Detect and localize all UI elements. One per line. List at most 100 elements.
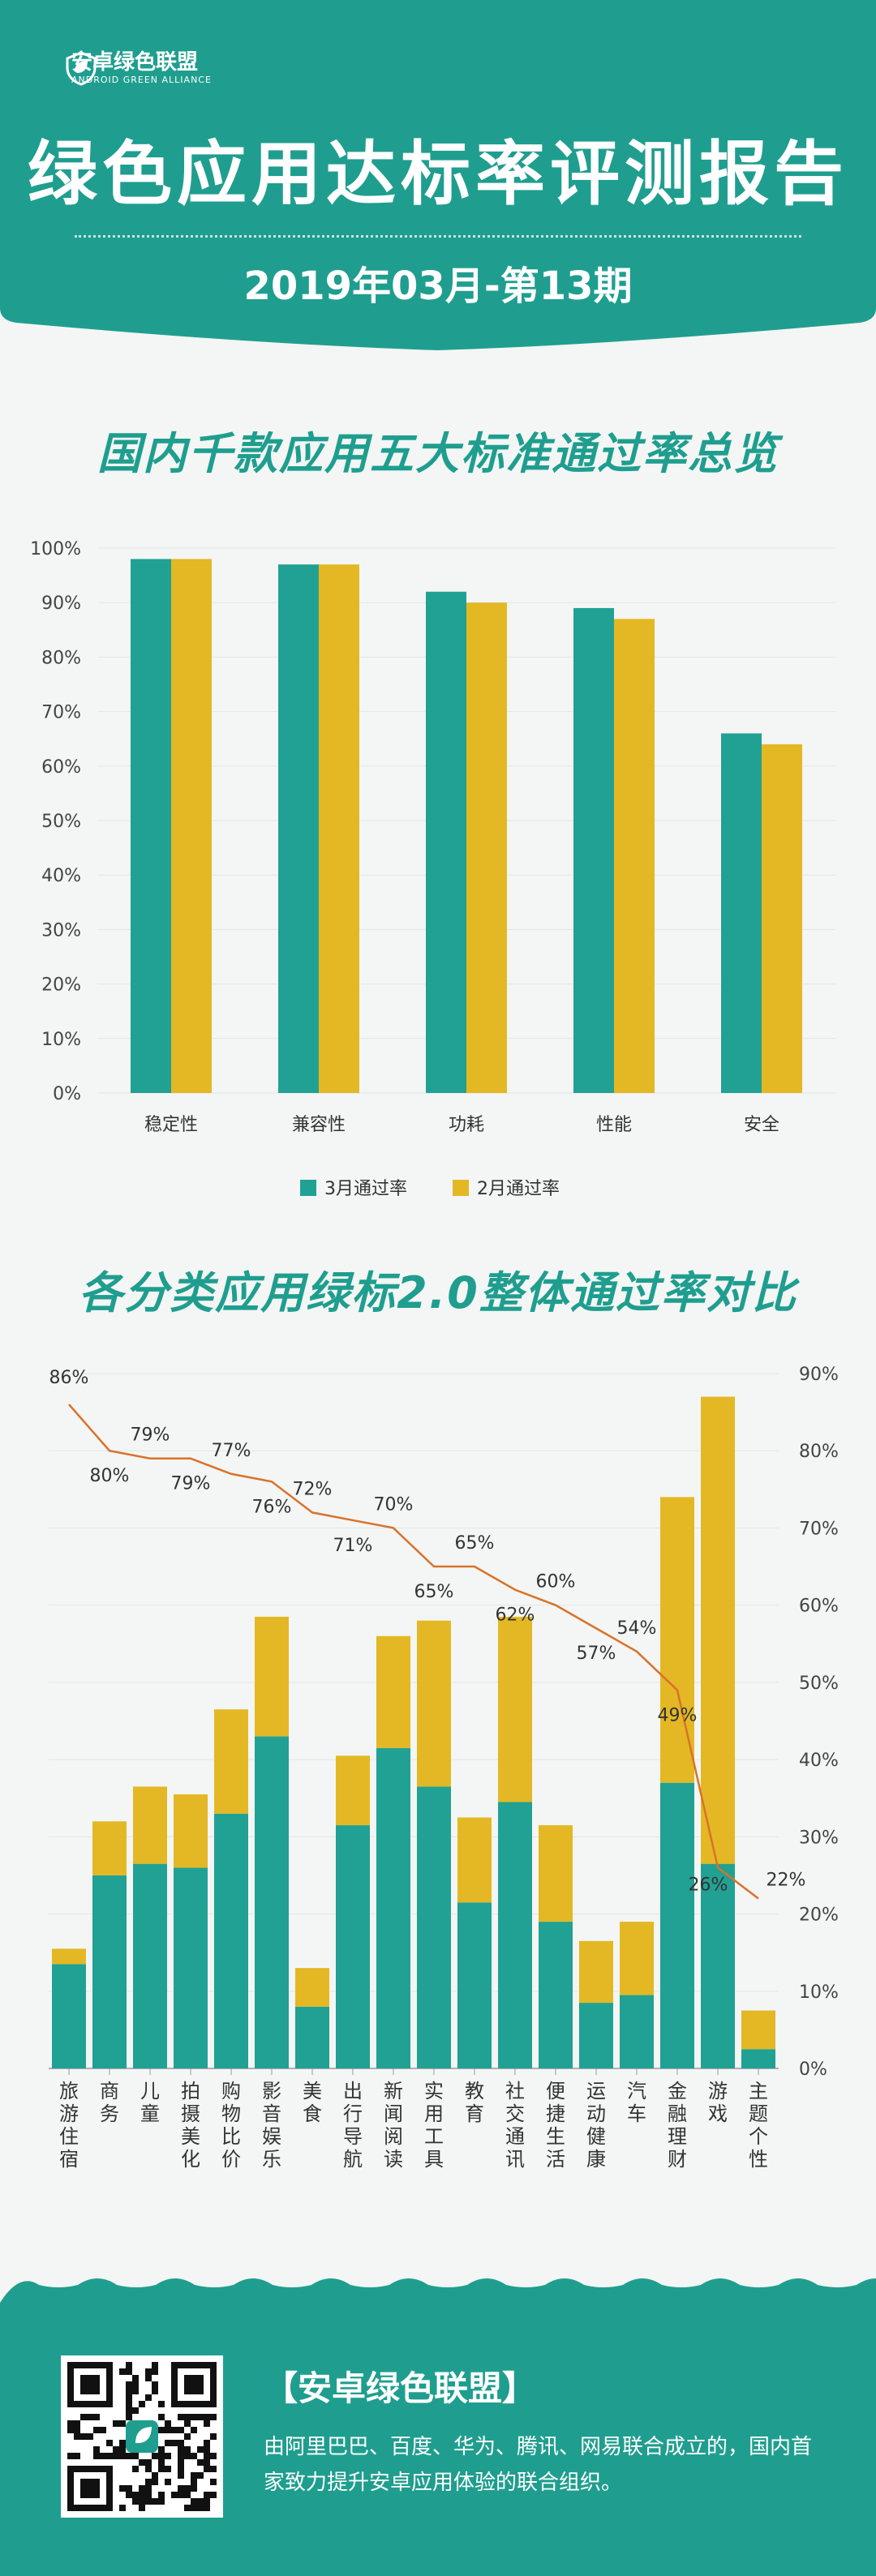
bar-passed xyxy=(255,1736,289,2068)
x-tick-label: 便 xyxy=(546,2080,565,2102)
x-tick-label: 物 xyxy=(221,2102,241,2125)
rate-data-label: 71% xyxy=(333,1536,373,1556)
x-tick-label: 游 xyxy=(59,2102,79,2125)
qr-module xyxy=(197,2446,204,2453)
qr-module xyxy=(158,2453,165,2459)
bar-passed xyxy=(701,1863,735,2068)
bar-passed xyxy=(620,1995,654,2068)
y-tick-label: 40% xyxy=(41,866,81,886)
qr-module xyxy=(204,2498,210,2505)
bar-failed xyxy=(376,1635,410,1748)
bar xyxy=(278,564,319,1093)
bar-failed xyxy=(579,1940,613,2004)
bar-failed xyxy=(498,1616,532,1802)
page-subtitle: 2019年03月-第13期 xyxy=(243,264,633,309)
bar-failed xyxy=(214,1709,248,1814)
qr-module xyxy=(210,2479,217,2485)
qr-module xyxy=(204,2453,210,2459)
qr-module xyxy=(87,2414,93,2420)
rate-line xyxy=(68,1404,759,1900)
qr-module xyxy=(165,2453,171,2459)
y-tick-label: 30% xyxy=(41,920,81,941)
qr-module xyxy=(139,2498,145,2505)
rate-data-label: 49% xyxy=(658,1705,698,1725)
x-tick-label: 价 xyxy=(221,2148,241,2171)
qr-module xyxy=(119,2368,126,2375)
qr-module xyxy=(197,2472,204,2479)
qr-module xyxy=(126,2492,132,2498)
qr-module xyxy=(184,2414,191,2420)
rate-data-label: 62% xyxy=(496,1605,535,1626)
rate-data-label: 79% xyxy=(131,1425,170,1446)
qr-module xyxy=(210,2414,217,2420)
bar-failed xyxy=(457,1817,492,1903)
pass-rate-chart: 0% 10% 20% 30% 40% 50% 60% 70% 80% 90% 100% 稳定性 兼容性 功… xyxy=(30,539,835,1199)
qr-module xyxy=(139,2492,145,2498)
qr-module xyxy=(191,2485,197,2492)
x-tick-label: 阅 xyxy=(384,2125,403,2148)
x-tick-label: 工 xyxy=(424,2125,444,2148)
qr-module xyxy=(145,2485,152,2492)
x-tick-label: 兼容性 xyxy=(292,1115,346,1135)
logo: 安卓绿色联盟 ANDROID GREEN ALLIANCE xyxy=(63,50,212,86)
x-tick-label: 美 xyxy=(303,2080,322,2102)
qr-module xyxy=(119,2446,126,2453)
bar-passed xyxy=(52,1964,86,2068)
bar-passed xyxy=(133,1863,167,2068)
qr-module xyxy=(171,2427,178,2433)
x-tick-label: 财 xyxy=(668,2148,687,2171)
rate-data-label: 57% xyxy=(577,1644,616,1664)
x-tick-label: 拍 xyxy=(181,2080,200,2102)
leaf-icon xyxy=(135,2427,152,2443)
x-tick-label: 教 xyxy=(465,2080,484,2102)
qr-module xyxy=(74,2433,80,2440)
qr-module xyxy=(139,2401,145,2407)
x-tick-label: 化 xyxy=(181,2148,200,2171)
logo-english-name: ANDROID GREEN ALLIANCE xyxy=(71,75,212,85)
qr-module xyxy=(158,2427,165,2433)
x-tick-label: 比 xyxy=(221,2125,241,2148)
qr-module xyxy=(119,2505,126,2511)
x-tick-label: 捷 xyxy=(546,2102,565,2125)
qr-module xyxy=(184,2420,191,2427)
qr-module xyxy=(210,2492,217,2498)
bar-failed xyxy=(701,1396,735,1864)
qr-module xyxy=(191,2414,197,2420)
bar-failed xyxy=(336,1755,370,1826)
y-tick-label: 20% xyxy=(41,975,81,996)
section2-title: 各分类应用绿标2.0整体通过率对比 xyxy=(79,1267,797,1318)
qr-module xyxy=(126,2453,132,2459)
qr-module xyxy=(74,2453,80,2459)
category-pass-chart: 0%10%20%30%40%50%60%70%80%90%旅游住宿商务儿童拍摄美… xyxy=(49,1365,839,2171)
bar-passed xyxy=(295,2006,329,2068)
qr-module xyxy=(145,2368,152,2375)
qr-module xyxy=(113,2420,119,2427)
x-tick-label: 讯 xyxy=(505,2148,525,2171)
qr-module xyxy=(132,2388,139,2394)
x-tick-label: 运 xyxy=(586,2080,606,2102)
rate-data-label: 76% xyxy=(252,1497,292,1517)
qr-module xyxy=(171,2440,178,2446)
x-tick-label: 安全 xyxy=(744,1115,779,1135)
x-tick-label: 车 xyxy=(627,2102,646,2125)
qr-module xyxy=(106,2453,113,2459)
x-tick-label: 社 xyxy=(505,2080,525,2102)
y-tick-label: 50% xyxy=(41,812,81,832)
x-tick-label: 出 xyxy=(343,2080,363,2102)
qr-module xyxy=(158,2492,165,2498)
x-tick-label: 购 xyxy=(221,2080,241,2102)
qr-module xyxy=(191,2479,197,2485)
qr-module xyxy=(184,2446,191,2453)
qr-module xyxy=(184,2492,191,2498)
qr-module xyxy=(152,2381,158,2388)
org-description: 由阿里巴巴、百度、华为、腾讯、网易联合成立的，国内首家致力提升安卓应用体验的联合… xyxy=(264,2435,813,2495)
qr-module xyxy=(113,2446,119,2453)
x-tick-label: 汽 xyxy=(627,2080,646,2102)
x-tick-label: 航 xyxy=(343,2148,363,2171)
y-right-tick-label: 10% xyxy=(799,1982,839,2003)
qr-module xyxy=(132,2407,139,2414)
qr-module xyxy=(126,2414,132,2420)
y-tick-label: 90% xyxy=(41,594,81,614)
x-tick-label: 行 xyxy=(343,2102,363,2125)
x-tick-label: 读 xyxy=(384,2148,403,2171)
